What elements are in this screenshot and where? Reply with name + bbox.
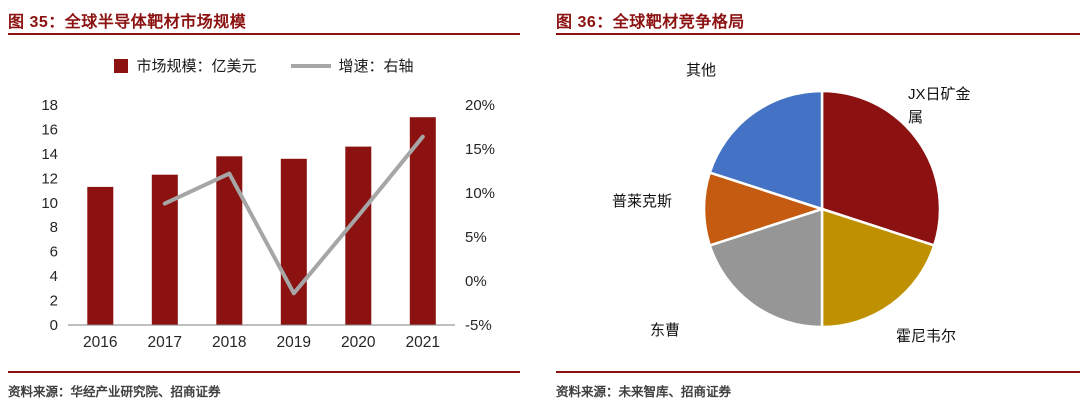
- svg-text:2021: 2021: [406, 334, 440, 351]
- figure-36-title-rule: [556, 33, 1080, 35]
- figure-35-panel: 图 35：全球半导体靶材市场规模 市场规模：亿美元 增速：右轴 0 2 4 6 8 10 1…: [8, 0, 520, 415]
- svg-text:2016: 2016: [83, 334, 117, 351]
- figure-36-source: 资料来源：未来智库、招商证券: [556, 385, 732, 399]
- pie-chart: [702, 89, 942, 329]
- figure-36-title: 图 36：全球靶材竞争格局: [556, 14, 745, 31]
- svg-text:16: 16: [41, 121, 58, 138]
- figure-35-title: 图 35：全球半导体靶材市场规模: [8, 14, 247, 31]
- svg-text:18: 18: [41, 97, 58, 114]
- svg-text:-5%: -5%: [465, 317, 492, 334]
- svg-text:15%: 15%: [465, 141, 495, 158]
- svg-text:8: 8: [50, 219, 58, 236]
- svg-text:10: 10: [41, 195, 58, 212]
- pie-label-honeywell: 霍尼韦尔: [896, 328, 957, 345]
- figure-35-bottom-rule: [8, 371, 520, 373]
- svg-text:5%: 5%: [465, 229, 487, 246]
- svg-text:14: 14: [41, 146, 58, 163]
- svg-text:10%: 10%: [465, 185, 495, 202]
- legend-bar-label: 市场规模：亿美元: [136, 58, 257, 75]
- legend-bar-swatch: [114, 58, 129, 73]
- pie-label-jx-nippon: JX日矿金属: [908, 86, 971, 126]
- svg-text:0%: 0%: [465, 273, 487, 290]
- figure-35-source: 资料来源：华经产业研究院、招商证券: [8, 385, 221, 399]
- svg-text:6: 6: [50, 244, 58, 261]
- legend-line-swatch: [290, 63, 331, 68]
- figure-36-bottom-rule: [556, 371, 1080, 373]
- svg-text:0: 0: [50, 317, 58, 334]
- bar-line-chart: 0 2 4 6 8 10 12 14 16 18 -5% 0% 5% 10% 15% 20% 2016 2017 2…: [41, 97, 495, 351]
- legend-item-growth: 增速：右轴: [290, 55, 414, 76]
- pie-label-praxair: 普莱克斯: [612, 193, 673, 210]
- legend-item-market-size: 市场规模：亿美元: [114, 55, 257, 76]
- svg-text:2018: 2018: [212, 334, 246, 351]
- legend-line-label: 增速：右轴: [338, 58, 414, 75]
- figure-35-title-rule: [8, 33, 520, 35]
- svg-text:12: 12: [41, 170, 58, 187]
- svg-text:4: 4: [50, 268, 58, 285]
- pie-label-tosoh: 东曹: [650, 322, 681, 339]
- bar-chart-legend: 市场规模：亿美元 增速：右轴: [8, 55, 520, 76]
- figure-36-panel: 图 36：全球靶材竞争格局 其他 JX日矿金属 普莱克斯 东曹 霍尼韦尔 资料来…: [556, 0, 1080, 415]
- pie-label-others: 其他: [686, 62, 717, 79]
- svg-text:2019: 2019: [277, 334, 311, 351]
- svg-text:20%: 20%: [465, 97, 495, 114]
- svg-text:2017: 2017: [148, 334, 182, 351]
- svg-text:2: 2: [50, 293, 58, 310]
- svg-text:2020: 2020: [341, 334, 376, 351]
